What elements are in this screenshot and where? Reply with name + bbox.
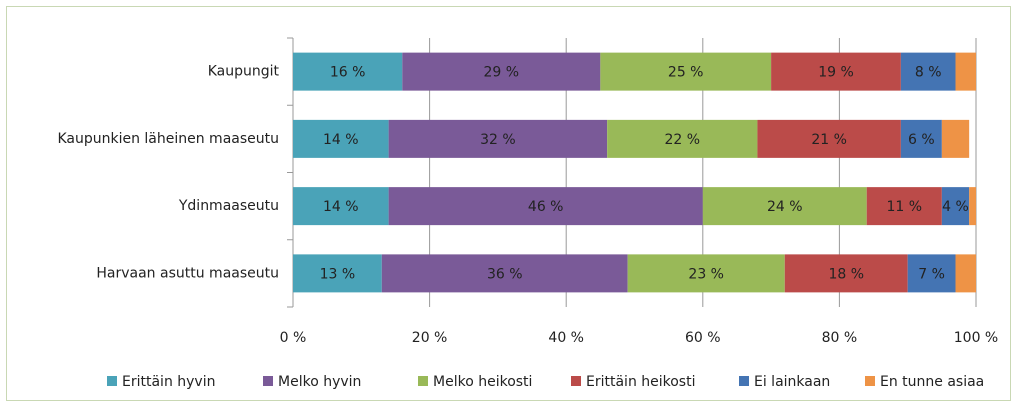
y-tick-label: Ydinmaaseutu bbox=[178, 198, 279, 214]
y-tick-label: Kaupungit bbox=[208, 64, 280, 80]
legend-label: Ei lainkaan bbox=[754, 374, 830, 390]
bar-segment bbox=[388, 187, 703, 226]
bar-segment bbox=[907, 254, 956, 293]
value-label: 4 % bbox=[942, 199, 969, 215]
bar-segment bbox=[702, 187, 867, 226]
legend-swatch bbox=[263, 376, 273, 386]
value-label: 8 % bbox=[915, 65, 942, 81]
value-label: 14 % bbox=[323, 132, 359, 148]
y-tick-label: Kaupunkien läheinen maaseutu bbox=[57, 131, 279, 147]
legend-swatch bbox=[571, 376, 581, 386]
bar-segment bbox=[388, 119, 608, 158]
bar-segment bbox=[900, 119, 942, 158]
bar-segment bbox=[771, 52, 901, 91]
value-label: 36 % bbox=[487, 266, 523, 282]
value-label: 16 % bbox=[330, 65, 366, 81]
bar-segment bbox=[293, 187, 389, 226]
y-tick-label: Harvaan asuttu maaseutu bbox=[96, 265, 279, 281]
bar-segment bbox=[293, 254, 382, 293]
bar-segment bbox=[969, 187, 976, 226]
bar-segment bbox=[900, 52, 956, 91]
value-label: 29 % bbox=[484, 65, 520, 81]
value-label: 7 % bbox=[918, 266, 945, 282]
value-label: 21 % bbox=[811, 132, 847, 148]
value-label: 24 % bbox=[767, 199, 803, 215]
bar-segment bbox=[784, 254, 908, 293]
x-tick-label: 100 % bbox=[954, 330, 998, 346]
value-label: 46 % bbox=[528, 199, 564, 215]
bar-segment bbox=[607, 119, 758, 158]
legend-label: Erittäin hyvin bbox=[122, 374, 215, 390]
bar-segment bbox=[600, 52, 772, 91]
value-label: 32 % bbox=[480, 132, 516, 148]
value-label: 25 % bbox=[668, 65, 704, 81]
x-tick-label: 80 % bbox=[822, 330, 858, 346]
value-label: 22 % bbox=[665, 132, 701, 148]
bar-segment bbox=[941, 187, 970, 226]
legend-label: Erittäin heikosti bbox=[586, 374, 695, 390]
legend-swatch bbox=[107, 376, 117, 386]
bar-segment bbox=[955, 254, 976, 293]
legend-swatch bbox=[418, 376, 428, 386]
value-label: 13 % bbox=[320, 266, 356, 282]
bar-segment bbox=[381, 254, 628, 293]
x-tick-label: 60 % bbox=[685, 330, 721, 346]
bar-segment bbox=[402, 52, 601, 91]
bar-segment bbox=[627, 254, 785, 293]
x-tick-label: 0 % bbox=[280, 330, 307, 346]
bar-segment bbox=[941, 119, 970, 158]
legend-swatch bbox=[865, 376, 875, 386]
bar-segment bbox=[293, 119, 389, 158]
value-label: 6 % bbox=[908, 132, 935, 148]
legend-label: Melko heikosti bbox=[433, 374, 532, 390]
bar-segment bbox=[955, 52, 976, 91]
value-label: 23 % bbox=[688, 266, 724, 282]
value-label: 18 % bbox=[828, 266, 864, 282]
bar-segment bbox=[866, 187, 942, 226]
value-label: 11 % bbox=[886, 199, 922, 215]
x-tick-label: 20 % bbox=[412, 330, 448, 346]
legend-label: En tunne asiaa bbox=[880, 374, 984, 390]
bar-segment bbox=[293, 52, 403, 91]
value-label: 19 % bbox=[818, 65, 854, 81]
bar-segment bbox=[757, 119, 901, 158]
x-tick-label: 40 % bbox=[548, 330, 584, 346]
legend-label: Melko hyvin bbox=[278, 374, 361, 390]
legend-swatch bbox=[739, 376, 749, 386]
value-label: 14 % bbox=[323, 199, 359, 215]
